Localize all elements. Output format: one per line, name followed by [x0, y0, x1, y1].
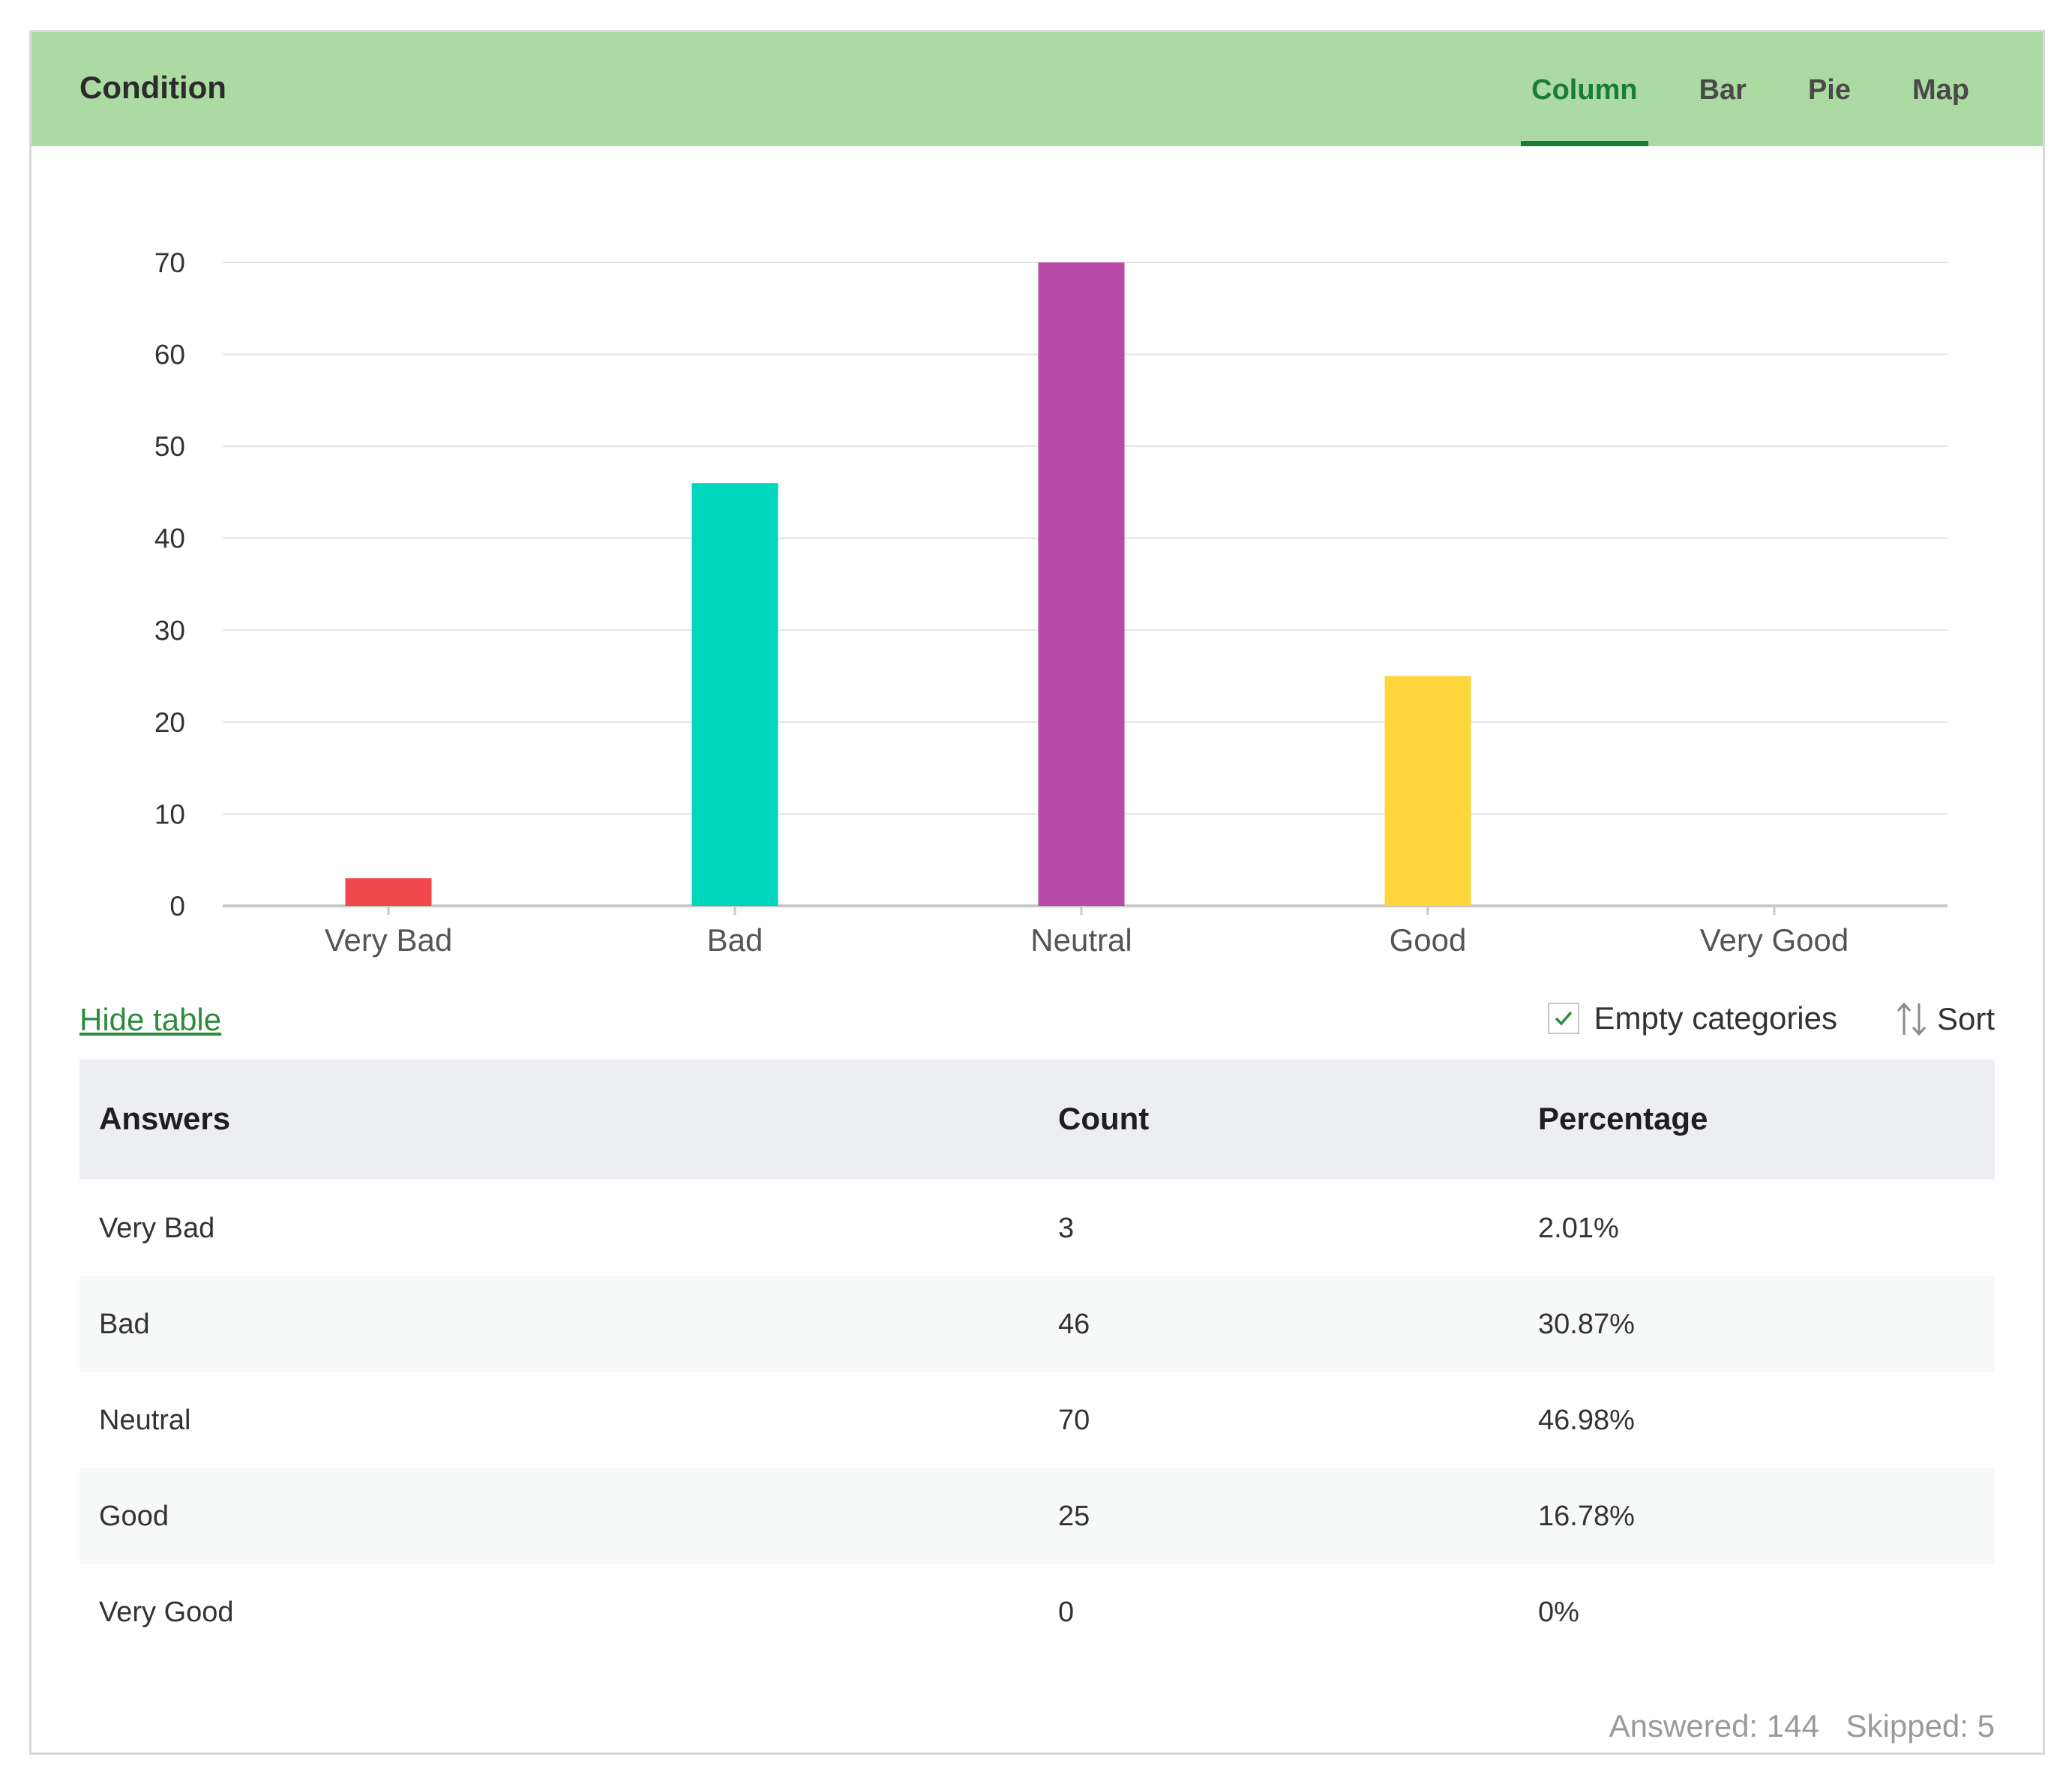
sort-label: Sort	[1936, 1001, 1995, 1036]
header-percentage: Percentage	[1538, 1101, 1708, 1136]
panel-header: Condition Column Bar Pie Map	[31, 32, 2043, 146]
answer-cell: Very Good	[99, 1597, 234, 1628]
header-answers: Answers	[99, 1101, 231, 1136]
hide-table-link[interactable]: Hide table	[79, 1002, 222, 1037]
skipped-count: Skipped: 5	[1846, 1708, 1995, 1744]
count-cell: 0	[1058, 1597, 1075, 1628]
response-summary: Answered: 144 Skipped: 5	[1591, 1708, 1995, 1744]
y-tick-label: 10	[154, 799, 185, 829]
x-tick-label: Good	[1390, 922, 1467, 958]
condition-panel: Condition Column Bar Pie Map 0 10 20 30 40 50…	[29, 30, 2045, 1755]
y-tick-label: 40	[154, 523, 185, 554]
x-tick-label: Neutral	[1030, 922, 1132, 958]
answer-cell: Very Bad	[99, 1213, 215, 1244]
bar-bad	[691, 483, 778, 906]
header-count: Count	[1058, 1101, 1150, 1136]
sort-button[interactable]: Sort	[1894, 1000, 1995, 1038]
x-tick-label: Very Bad	[325, 922, 452, 958]
percentage-cell: 16.78%	[1538, 1501, 1635, 1532]
answer-cell: Good	[99, 1501, 169, 1532]
bar-neutral	[1038, 262, 1125, 906]
tab-pie[interactable]: Pie	[1807, 74, 1851, 106]
count-cell: 70	[1058, 1405, 1090, 1436]
bar-good	[1384, 676, 1471, 906]
percentage-cell: 0%	[1538, 1597, 1579, 1628]
tab-map[interactable]: Map	[1912, 74, 1969, 106]
sort-icon	[1897, 1002, 1927, 1036]
percentage-cell: 2.01%	[1538, 1213, 1619, 1244]
count-cell: 3	[1058, 1213, 1075, 1244]
y-tick-label: 70	[154, 247, 185, 278]
answered-count: Answered: 144	[1609, 1708, 1819, 1744]
y-tick-label: 50	[154, 431, 185, 462]
question-title: Condition	[79, 70, 226, 105]
answer-cell: Bad	[99, 1309, 150, 1340]
results-table: Answers Count Percentage Very Bad 3 2.01…	[79, 1060, 1995, 1660]
table-row: Good 25 16.78%	[79, 1468, 1995, 1564]
table-row: Very Bad 3 2.01%	[79, 1180, 1995, 1276]
tab-bar[interactable]: Bar	[1699, 74, 1747, 106]
table-toolbar: Hide table Empty categories Sort	[79, 996, 1995, 1048]
y-tick-label: 0	[169, 891, 185, 922]
count-cell: 46	[1058, 1309, 1090, 1340]
empty-categories-toggle[interactable]: Empty categories	[1547, 1000, 1837, 1036]
table-row: Bad 46 30.87%	[79, 1276, 1995, 1372]
y-tick-label: 30	[154, 615, 185, 646]
empty-categories-label: Empty categories	[1594, 1000, 1837, 1036]
y-tick-label: 20	[154, 707, 185, 738]
bar-very-bad	[345, 878, 432, 906]
table-row: Very Good 0 0%	[79, 1564, 1995, 1660]
chart-type-tabs: Column Bar Pie Map	[1480, 74, 1980, 146]
y-tick-label: 60	[154, 340, 185, 370]
checkmark-icon	[1555, 1011, 1572, 1026]
column-chart: 0 10 20 30 40 50 60 70 Very Bad Bad Neutral Good Ver…	[154, 247, 1948, 958]
x-tick-label: Very Good	[1700, 922, 1849, 958]
answer-cell: Neutral	[99, 1405, 191, 1436]
count-cell: 25	[1058, 1501, 1090, 1532]
percentage-cell: 30.87%	[1538, 1309, 1635, 1340]
empty-categories-checkbox[interactable]	[1547, 1003, 1579, 1034]
x-tick-label: Bad	[707, 922, 763, 958]
table-header: Answers Count Percentage	[79, 1060, 1995, 1180]
tab-column[interactable]: Column	[1521, 74, 1649, 146]
table-row: Neutral 70 46.98%	[79, 1372, 1995, 1468]
percentage-cell: 46.98%	[1538, 1405, 1635, 1436]
